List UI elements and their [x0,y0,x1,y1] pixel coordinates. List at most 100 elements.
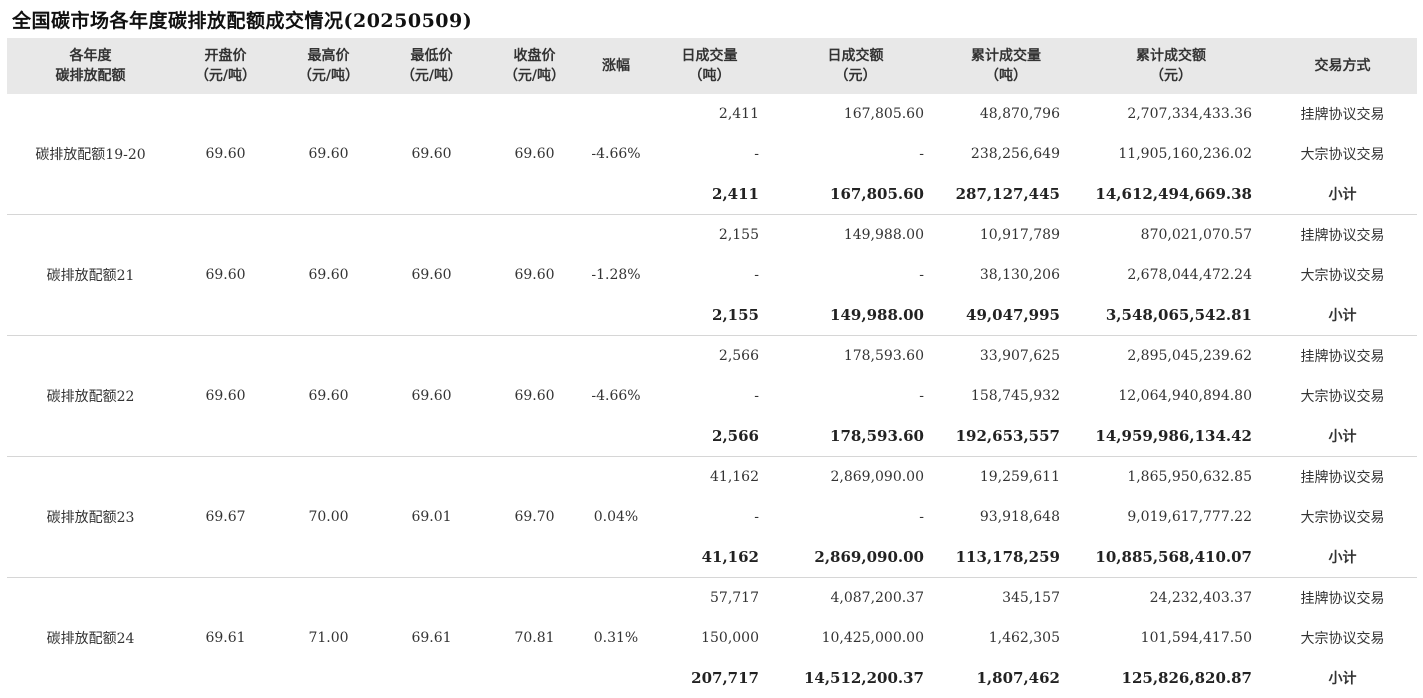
allowance-name [7,336,174,377]
header-high: 最高价 （元/吨） [277,38,380,94]
header-close: 收盘价 （元/吨） [483,38,586,94]
close-price [483,174,586,215]
cum-volume: 345,157 [1002,590,1060,606]
cum-volume: 49,047,995 [938,295,1074,336]
cum-amount: 14,612,494,669.38 [1074,174,1268,215]
price-change [586,174,646,215]
daily-volume: 2,155 [718,227,759,243]
allowance-name [7,215,174,256]
high-price [277,537,380,578]
daily-amount: 10,425,000.00 [821,630,924,646]
cum-volume: 1,807,462 [976,669,1060,687]
close-price [483,658,586,698]
price-change: 0.31% [593,630,639,646]
low-price: 69.61 [411,630,452,646]
header-text: 碳排放配额 [55,68,126,84]
low-price [380,336,483,377]
cum-amount: 9,019,617,777.22 [1127,509,1252,525]
high-price [277,94,380,134]
low-price [380,174,483,215]
allowance-name: 碳排放配额21 [46,268,135,284]
open-price [174,336,277,377]
cum-amount: 10,885,568,410.07 [1074,537,1268,578]
low-price [380,215,483,256]
table-header: 各年度 碳排放配额 开盘价 （元/吨） 最高价 （元/吨） 最低价 （元/吨） 收盘价 （元/吨）… [7,38,1417,94]
close-price [483,537,586,578]
allowance-name [7,94,174,134]
table-row: 41,162 2,869,090.00 113,178,259 10,885,568,… [7,537,1417,578]
header-cum-volume: 累计成交量 （吨） [938,38,1074,94]
trade-type: 挂牌协议交易 [1300,228,1385,244]
table-row: 2,155 149,988.00 49,047,995 3,548,065,542.8… [7,295,1417,336]
daily-amount: 178,593.60 [843,348,924,364]
cum-volume: 93,918,648 [979,509,1060,525]
cum-volume: 287,127,445 [938,174,1074,215]
allowance-name [7,658,174,698]
open-price [174,295,277,336]
daily-amount: - [919,267,924,283]
allowance-name: 碳排放配额23 [46,510,135,526]
close-price: 70.81 [514,630,555,646]
high-price: 70.00 [308,509,349,525]
daily-volume: 2,411 [646,174,773,215]
header-open: 开盘价 （元/吨） [174,38,277,94]
allowance-name: 碳排放配额19-20 [35,147,146,163]
price-change [586,336,646,377]
header-text: 日成交额 [827,48,884,64]
header-text: （元/吨） [503,68,566,84]
open-price: 69.61 [205,630,246,646]
allowance-name: 碳排放配额22 [46,389,135,405]
header-text: （元/吨） [194,68,257,84]
price-change [586,295,646,336]
open-price [174,174,277,215]
high-price [277,578,380,619]
open-price: 69.60 [205,388,246,404]
cum-volume: 113,178,259 [938,537,1074,578]
cum-amount: 12,064,940,894.80 [1118,388,1252,404]
daily-volume: 2,566 [718,348,759,364]
daily-amount: - [919,388,924,404]
table-row: 碳排放配额22 69.60 69.60 69.60 69.60 -4.66% - - 158,7… [7,376,1417,416]
table-row: 碳排放配额23 69.67 70.00 69.01 69.70 0.04% - - 93,918… [7,497,1417,537]
low-price [380,295,483,336]
open-price [174,537,277,578]
daily-amount: 149,988.00 [773,295,938,336]
high-price: 69.60 [308,388,349,404]
cum-amount: 870,021,070.57 [1140,227,1252,243]
cum-volume: 192,653,557 [938,416,1074,457]
close-price: 69.60 [514,267,555,283]
high-price [277,658,380,698]
cum-amount: 14,959,986,134.42 [1074,416,1268,457]
cum-amount: 125,826,820.87 [1121,669,1252,687]
daily-amount: 4,087,200.37 [830,590,924,606]
cum-volume: 238,256,649 [970,146,1060,162]
cum-amount: 101,594,417.50 [1140,630,1252,646]
price-change [586,457,646,498]
low-price: 69.60 [411,267,452,283]
trade-type: 小计 [1268,295,1417,336]
daily-amount: 167,805.60 [843,106,924,122]
header-text: （吨） [688,68,731,84]
open-price [174,578,277,619]
close-price [483,416,586,457]
header-cum-amount: 累计成交额 （元） [1074,38,1268,94]
daily-amount: - [919,509,924,525]
daily-amount: 178,593.60 [773,416,938,457]
trade-type: 挂牌协议交易 [1300,470,1385,486]
price-change [586,215,646,256]
cum-amount: 2,895,045,239.62 [1127,348,1252,364]
daily-volume: 207,717 [691,669,759,687]
table-row: 碳排放配额24 69.61 71.00 69.61 70.81 0.31% 150,000 1… [7,618,1417,658]
daily-volume: 41,162 [710,469,759,485]
price-change [586,537,646,578]
daily-amount: 149,988.00 [843,227,924,243]
high-price: 69.60 [308,146,349,162]
page-title: 全国碳市场各年度碳排放配额成交情况(20250509) [12,10,473,32]
trade-type: 大宗协议交易 [1300,389,1385,405]
close-price [483,336,586,377]
daily-volume: - [754,146,759,162]
cum-volume: 38,130,206 [979,267,1060,283]
open-price [174,457,277,498]
price-change: -4.66% [591,388,641,404]
low-price [380,658,483,698]
